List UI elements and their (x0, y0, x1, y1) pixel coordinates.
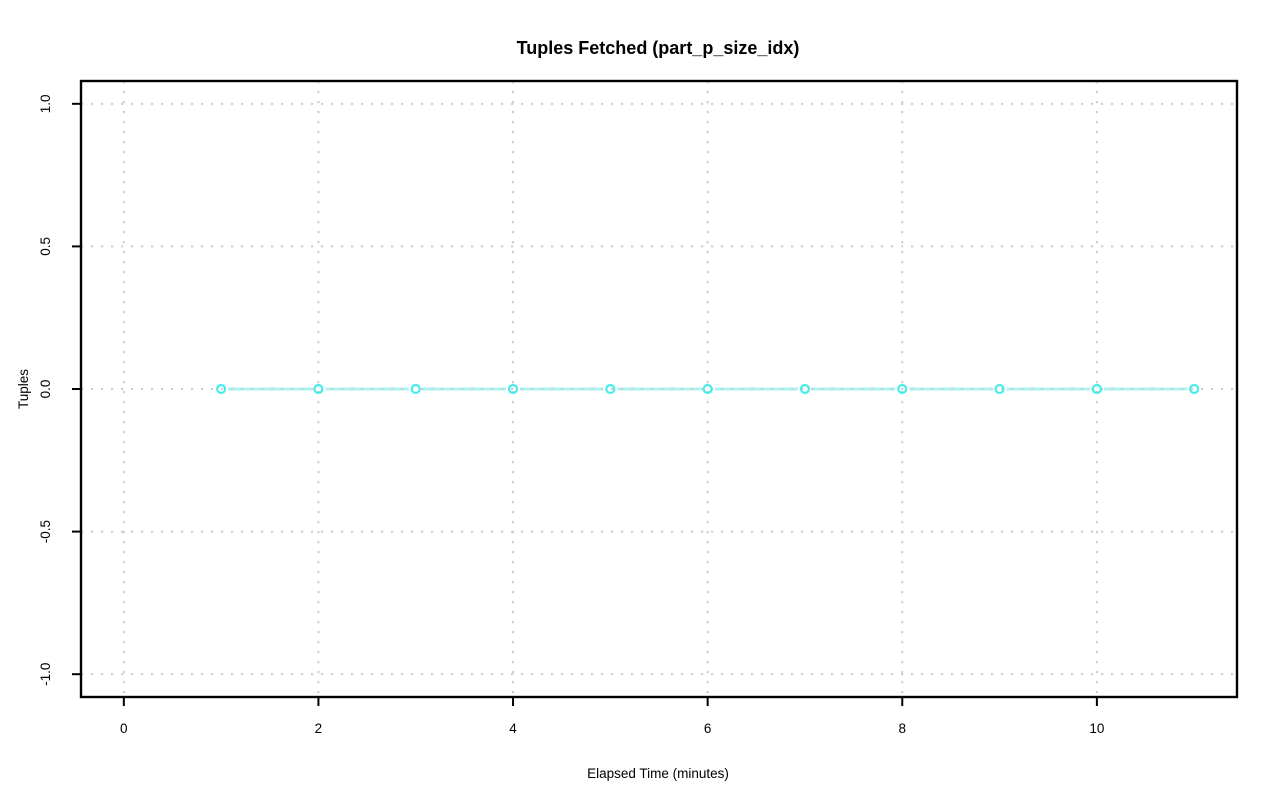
y-tick-label: -1.0 (38, 663, 53, 686)
tick-labels-layer: 0 2 4 6 8 10 -1.0 -0.5 0.0 0.5 1.0 (38, 94, 1104, 736)
x-axis-label: Elapsed Time (minutes) (587, 766, 729, 781)
x-tick-label: 8 (899, 721, 907, 736)
data-point (605, 383, 616, 395)
data-point (507, 383, 519, 395)
x-tick-label: 4 (509, 721, 517, 736)
y-axis-label: Tuples (16, 369, 31, 409)
x-tick-label: 6 (704, 721, 712, 736)
data-point (410, 383, 421, 395)
x-tick-label: 2 (315, 721, 323, 736)
data-point (216, 383, 227, 395)
y-tick-label: -0.5 (38, 520, 53, 543)
y-tick-label: 1.0 (38, 94, 53, 113)
data-point (799, 383, 811, 395)
x-tick-label: 0 (120, 721, 128, 736)
axes-layer (72, 79, 1239, 706)
y-tick-label: 0.0 (38, 380, 53, 399)
data-point (1189, 383, 1200, 395)
data-point (994, 383, 1005, 395)
plot-frame (79, 79, 1239, 699)
data-point (897, 383, 908, 395)
x-tick-label: 10 (1089, 721, 1104, 736)
chart-title: Tuples Fetched (part_p_size_idx) (517, 38, 800, 58)
data-point (702, 383, 713, 395)
y-tick-label: 0.5 (38, 237, 53, 256)
data-points-layer (216, 383, 1200, 395)
data-point (313, 383, 324, 395)
data-point (1091, 383, 1102, 395)
